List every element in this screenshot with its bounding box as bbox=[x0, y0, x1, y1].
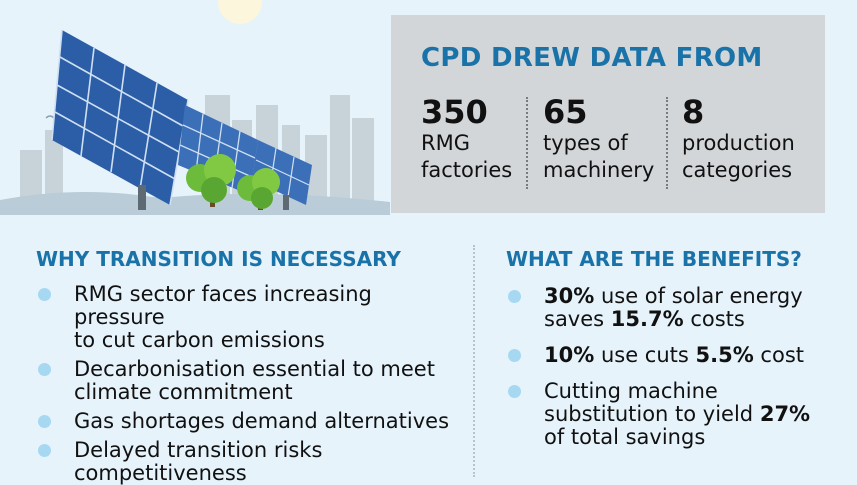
bullet-text-line: 10% use cuts 5.5% cost bbox=[544, 344, 846, 367]
stat-label-line1: types of bbox=[543, 131, 628, 155]
bullet-text-line: Cutting machine bbox=[544, 379, 718, 403]
why-title: WHY TRANSITION IS NECESSARY bbox=[36, 247, 401, 271]
stats-title: CPD DREW DATA FROM bbox=[421, 43, 763, 73]
bullet-icon bbox=[508, 385, 521, 398]
stat-categories: 8 production categories bbox=[682, 95, 795, 183]
bullet-text: use of solar energy bbox=[594, 284, 803, 308]
stats-panel: CPD DREW DATA FROM 350 RMG factories 65 … bbox=[391, 15, 825, 213]
highlight-value: 15.7% bbox=[610, 307, 684, 331]
stat-label-line2: categories bbox=[682, 158, 793, 182]
bullet-text: saves bbox=[544, 307, 611, 331]
stat-number: 65 bbox=[543, 93, 588, 131]
bullet-text-line: Delayed transition risks bbox=[74, 438, 323, 462]
bullet-text-line: Decarbonisation essential to meet bbox=[74, 357, 435, 381]
stat-label-line2: factories bbox=[421, 158, 513, 182]
column-divider bbox=[473, 245, 475, 477]
benefits-title: WHAT ARE THE BENEFITS? bbox=[506, 247, 802, 271]
list-item: Cutting machine substitution to yield 27… bbox=[506, 380, 846, 449]
tree-icon bbox=[186, 154, 236, 207]
bullet-text-line: RMG sector faces increasing pressure bbox=[74, 282, 372, 329]
bullet-text-line: competitiveness bbox=[74, 461, 247, 485]
highlight-value: 30% bbox=[544, 284, 595, 308]
why-list: RMG sector faces increasing pressure to … bbox=[36, 283, 466, 485]
stat-number: 8 bbox=[682, 93, 705, 131]
benefits-list: 30% use of solar energy saves 15.7% cost… bbox=[506, 285, 846, 449]
solar-farm-illustration bbox=[0, 0, 390, 215]
highlight-value: 10% bbox=[544, 343, 595, 367]
bullet-icon bbox=[38, 415, 51, 428]
list-item: Gas shortages demand alternatives bbox=[36, 410, 466, 433]
stat-label-line1: RMG bbox=[421, 131, 470, 155]
bullet-text-line: 30% use of solar energy bbox=[544, 285, 846, 308]
bullet-text: cost bbox=[753, 343, 804, 367]
tree-icon bbox=[237, 168, 280, 210]
bullet-text-line: to cut carbon emissions bbox=[74, 328, 325, 352]
bullet-icon bbox=[508, 349, 521, 362]
bullet-icon bbox=[38, 444, 51, 457]
stat-machinery: 65 types of machinery bbox=[543, 95, 654, 183]
stat-label-line2: machinery bbox=[543, 158, 655, 182]
bullet-text-line: Gas shortages demand alternatives bbox=[74, 409, 450, 433]
bullet-text: substitution to yield bbox=[544, 402, 760, 426]
list-item: 10% use cuts 5.5% cost bbox=[506, 344, 846, 367]
bullet-text-line: climate commitment bbox=[74, 380, 293, 404]
bullet-icon bbox=[38, 288, 51, 301]
bullet-text: use cuts bbox=[594, 343, 696, 367]
stat-divider bbox=[666, 97, 668, 189]
list-item: RMG sector faces increasing pressure to … bbox=[36, 283, 466, 352]
stat-divider bbox=[526, 97, 528, 189]
list-item: Delayed transition risks competitiveness bbox=[36, 439, 466, 485]
highlight-value: 5.5% bbox=[695, 343, 754, 367]
highlight-value: 27% bbox=[759, 402, 811, 426]
solar-panel-icon bbox=[51, 29, 189, 210]
sun-icon bbox=[218, 0, 262, 24]
list-item: 30% use of solar energy saves 15.7% cost… bbox=[506, 285, 846, 331]
bullet-text-line: of total savings bbox=[544, 425, 706, 449]
stat-factories: 350 RMG factories bbox=[421, 95, 512, 183]
bullet-text-line: substitution to yield 27% bbox=[544, 403, 846, 426]
stat-number: 350 bbox=[421, 93, 488, 131]
bullet-text: costs bbox=[683, 307, 745, 331]
bullet-text-line: saves 15.7% costs bbox=[544, 308, 846, 331]
bullet-icon bbox=[38, 363, 51, 376]
bullet-icon bbox=[508, 290, 521, 303]
list-item: Decarbonisation essential to meet climat… bbox=[36, 358, 466, 404]
stat-label-line1: production bbox=[682, 131, 795, 155]
